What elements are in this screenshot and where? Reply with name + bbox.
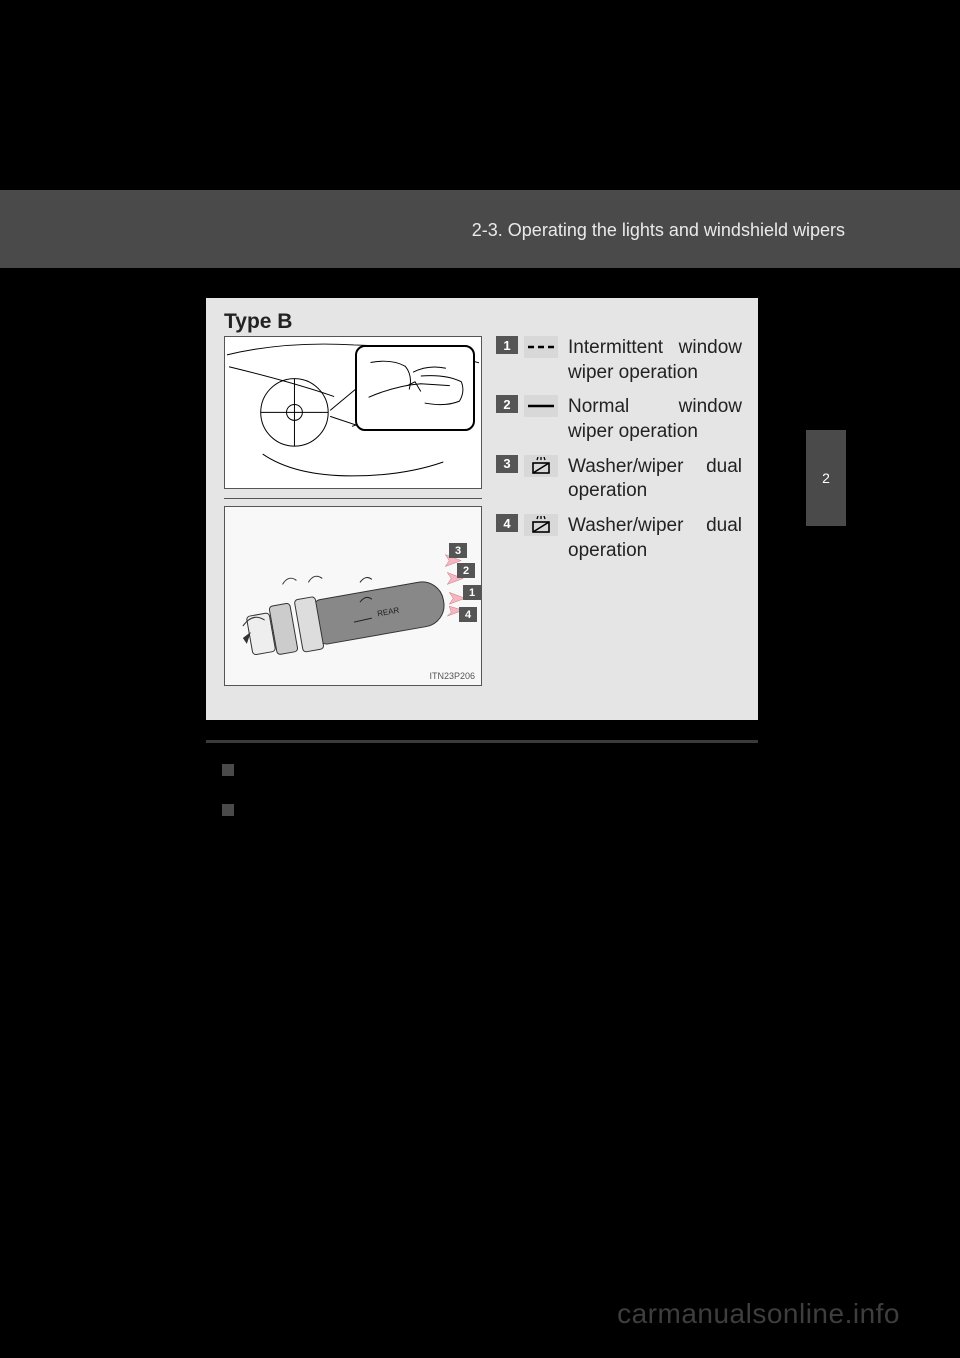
legend-badge: 4 xyxy=(496,514,518,532)
callout-badge-1: 1 xyxy=(463,585,481,600)
washer-icon xyxy=(524,455,558,477)
bullet-square-icon xyxy=(222,804,234,816)
zoom-inset-drawing xyxy=(357,347,473,430)
page-root: 2-3. Operating the lights and windshield… xyxy=(0,0,960,1358)
image-code: ITN23P206 xyxy=(429,671,475,681)
legend-badge: 2 xyxy=(496,395,518,413)
washer-icon xyxy=(524,514,558,536)
diagram-divider xyxy=(224,498,482,499)
callout-badge-4: 4 xyxy=(459,607,477,622)
legend-row: 3 Washer/wiper dual operation xyxy=(496,455,742,504)
instruction-panel: Type B xyxy=(206,298,758,720)
note-row xyxy=(222,760,762,776)
legend-text: Washer/wiper dual operation xyxy=(568,455,742,504)
zoom-inset xyxy=(355,345,475,431)
bullet-square-icon xyxy=(222,764,234,776)
washer-wiper-icon xyxy=(529,516,553,534)
callout-badge-2: 2 xyxy=(457,563,475,578)
lever-diagram: REAR 3 2 1 xyxy=(224,506,482,686)
note-row xyxy=(222,800,762,816)
chapter-tab: 2 xyxy=(806,430,846,526)
legend-text: Intermittent window wiper operation xyxy=(568,336,742,385)
legend-badge: 1 xyxy=(496,336,518,354)
legend-text: Washer/wiper dual operation xyxy=(568,514,742,563)
normal-icon xyxy=(524,395,558,417)
legend-row: 1 Intermittent window wiper operation xyxy=(496,336,742,385)
section-header: 2-3. Operating the lights and windshield… xyxy=(472,220,845,241)
washer-wiper-icon xyxy=(529,457,553,475)
section-rule xyxy=(206,740,758,743)
legend-badge: 3 xyxy=(496,455,518,473)
legend: 1 Intermittent window wiper operation 2 … xyxy=(496,336,742,574)
solid-line-icon xyxy=(527,401,555,411)
callout-badge-3: 3 xyxy=(449,543,467,558)
dash-line-icon xyxy=(527,342,555,352)
intermittent-icon xyxy=(524,336,558,358)
type-label: Type B xyxy=(224,310,292,334)
lever-arrows xyxy=(225,507,481,686)
watermark: carmanualsonline.info xyxy=(617,1298,900,1330)
chapter-tab-number: 2 xyxy=(822,470,830,486)
legend-row: 4 Washer/wiper dual operation xyxy=(496,514,742,563)
legend-text: Normal window wiper operation xyxy=(568,395,742,444)
cockpit-diagram xyxy=(224,336,482,489)
legend-row: 2 Normal window wiper operation xyxy=(496,395,742,444)
